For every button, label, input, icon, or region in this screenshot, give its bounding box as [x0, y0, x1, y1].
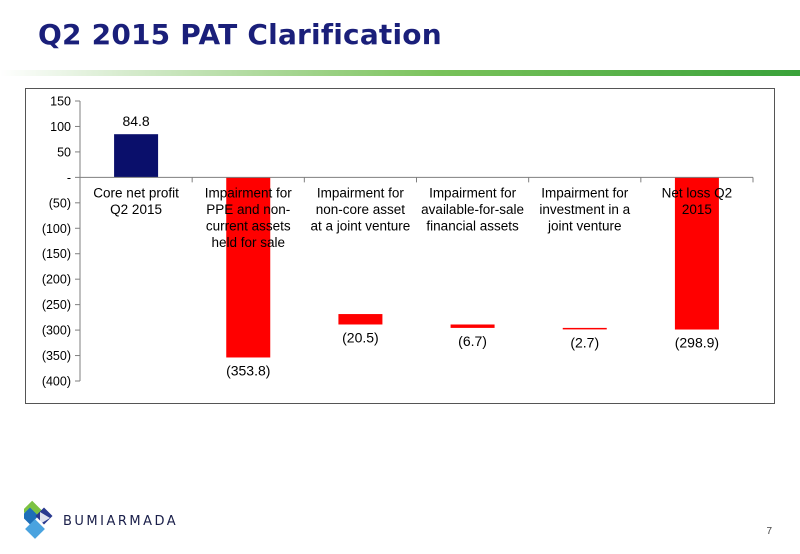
category-label: Net loss Q2 2015	[662, 185, 733, 217]
category-label: Impairment for investment in a joint ventu…	[539, 185, 630, 233]
y-tick-label: 150	[50, 95, 71, 109]
category-label: Impairment for non-core asset at a joint v…	[311, 185, 411, 233]
page-number: 7	[766, 526, 772, 537]
page-title: Q2 2015 PAT Clarification	[38, 18, 442, 51]
y-tick-label: -	[67, 171, 71, 185]
category-label: Core net profit Q2 2015	[93, 185, 179, 217]
y-tick-label: (300)	[42, 324, 71, 338]
bar	[114, 134, 159, 178]
y-tick-label: (400)	[42, 375, 71, 389]
data-label: (298.9)	[675, 335, 719, 351]
bar	[226, 177, 271, 358]
y-tick-label: 100	[50, 120, 71, 134]
brand-name: BUMIARMADA	[63, 514, 179, 529]
data-label: (353.8)	[226, 362, 270, 378]
category-label: Impairment for PPE and non-current assets…	[205, 185, 293, 250]
data-label: (6.7)	[458, 333, 487, 349]
title-divider	[0, 70, 800, 76]
y-tick-label: (100)	[42, 222, 71, 236]
data-label: (2.7)	[570, 334, 599, 350]
y-tick-label: (50)	[49, 196, 71, 210]
bar	[450, 324, 495, 328]
bumi-armada-logo-icon	[24, 500, 53, 539]
data-label: (20.5)	[342, 329, 379, 345]
y-tick-label: (150)	[42, 247, 71, 261]
y-tick-label: (350)	[42, 349, 71, 363]
data-label: 84.8	[122, 113, 149, 129]
y-tick-label: (200)	[42, 273, 71, 287]
waterfall-chart: 150 100 50 - (50) (100) (150) (200) (250) (300) (3…	[42, 95, 754, 389]
y-tick-label: (250)	[42, 298, 71, 312]
y-tick-label: 50	[57, 145, 71, 159]
bar	[338, 314, 383, 325]
bar	[562, 327, 607, 330]
bar	[674, 177, 719, 330]
category-label: Impairment for available-for-sale financia…	[421, 185, 524, 233]
